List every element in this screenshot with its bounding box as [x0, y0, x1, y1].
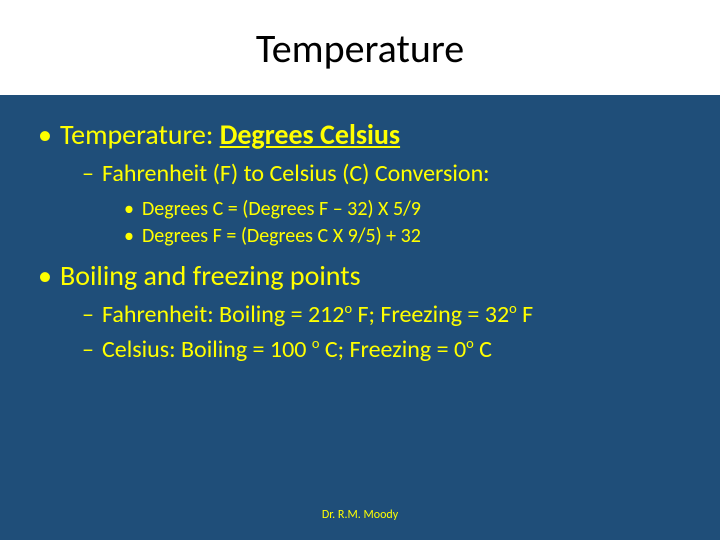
- slide-title: Temperature: [256, 24, 464, 73]
- footer-text: Dr. R.M. Moody: [322, 508, 398, 522]
- formula-f-text: Degrees F = (Degrees C X 9/5) + 32: [142, 224, 421, 248]
- fahrenheit-pre: Fahrenheit: Boiling = 212: [102, 300, 344, 329]
- fahrenheit-mid: F; Freezing = 32: [352, 300, 509, 329]
- title-bar: Temperature: [0, 0, 720, 95]
- slide-content: Temperature: Degrees Celsius Fahrenheit …: [0, 95, 720, 366]
- bullet-fahrenheit-points: Fahrenheit: Boiling = 212o F; Freezing =…: [34, 299, 686, 331]
- bullet-formula-f: Degrees F = (Degrees C X 9/5) + 32: [34, 223, 686, 250]
- slide: Temperature Temperature: Degrees Celsius…: [0, 0, 720, 540]
- bullet-celsius-points: Celsius: Boiling = 100 o C; Freezing = 0…: [34, 334, 686, 366]
- bullet-formula-c: Degrees C = (Degrees F – 32) X 5/9: [34, 196, 686, 223]
- degree-icon: o: [344, 299, 352, 317]
- celsius-post: C: [474, 335, 492, 364]
- celsius-mid: C; Freezing = 0: [319, 335, 466, 364]
- bullet-boiling-freezing-text: Boiling and freezing points: [60, 258, 361, 293]
- bullet-boiling-freezing: Boiling and freezing points: [34, 258, 686, 293]
- bullet-conversion-text: Fahrenheit (F) to Celsius (C) Conversion…: [102, 159, 490, 188]
- spacer: [34, 250, 686, 258]
- fahrenheit-post: F: [517, 300, 533, 329]
- bullet-temperature-prefix: Temperature:: [60, 117, 220, 152]
- formula-c-text: Degrees C = (Degrees F – 32) X 5/9: [142, 197, 421, 221]
- degree-icon: o: [466, 334, 474, 352]
- bullet-temperature: Temperature: Degrees Celsius: [34, 117, 686, 152]
- bullet-conversion-heading: Fahrenheit (F) to Celsius (C) Conversion…: [34, 158, 686, 190]
- degree-icon: o: [509, 299, 517, 317]
- bullet-temperature-bold: Degrees Celsius: [220, 117, 400, 152]
- celsius-pre: Celsius: Boiling = 100: [102, 335, 312, 364]
- slide-footer: Dr. R.M. Moody: [0, 508, 720, 522]
